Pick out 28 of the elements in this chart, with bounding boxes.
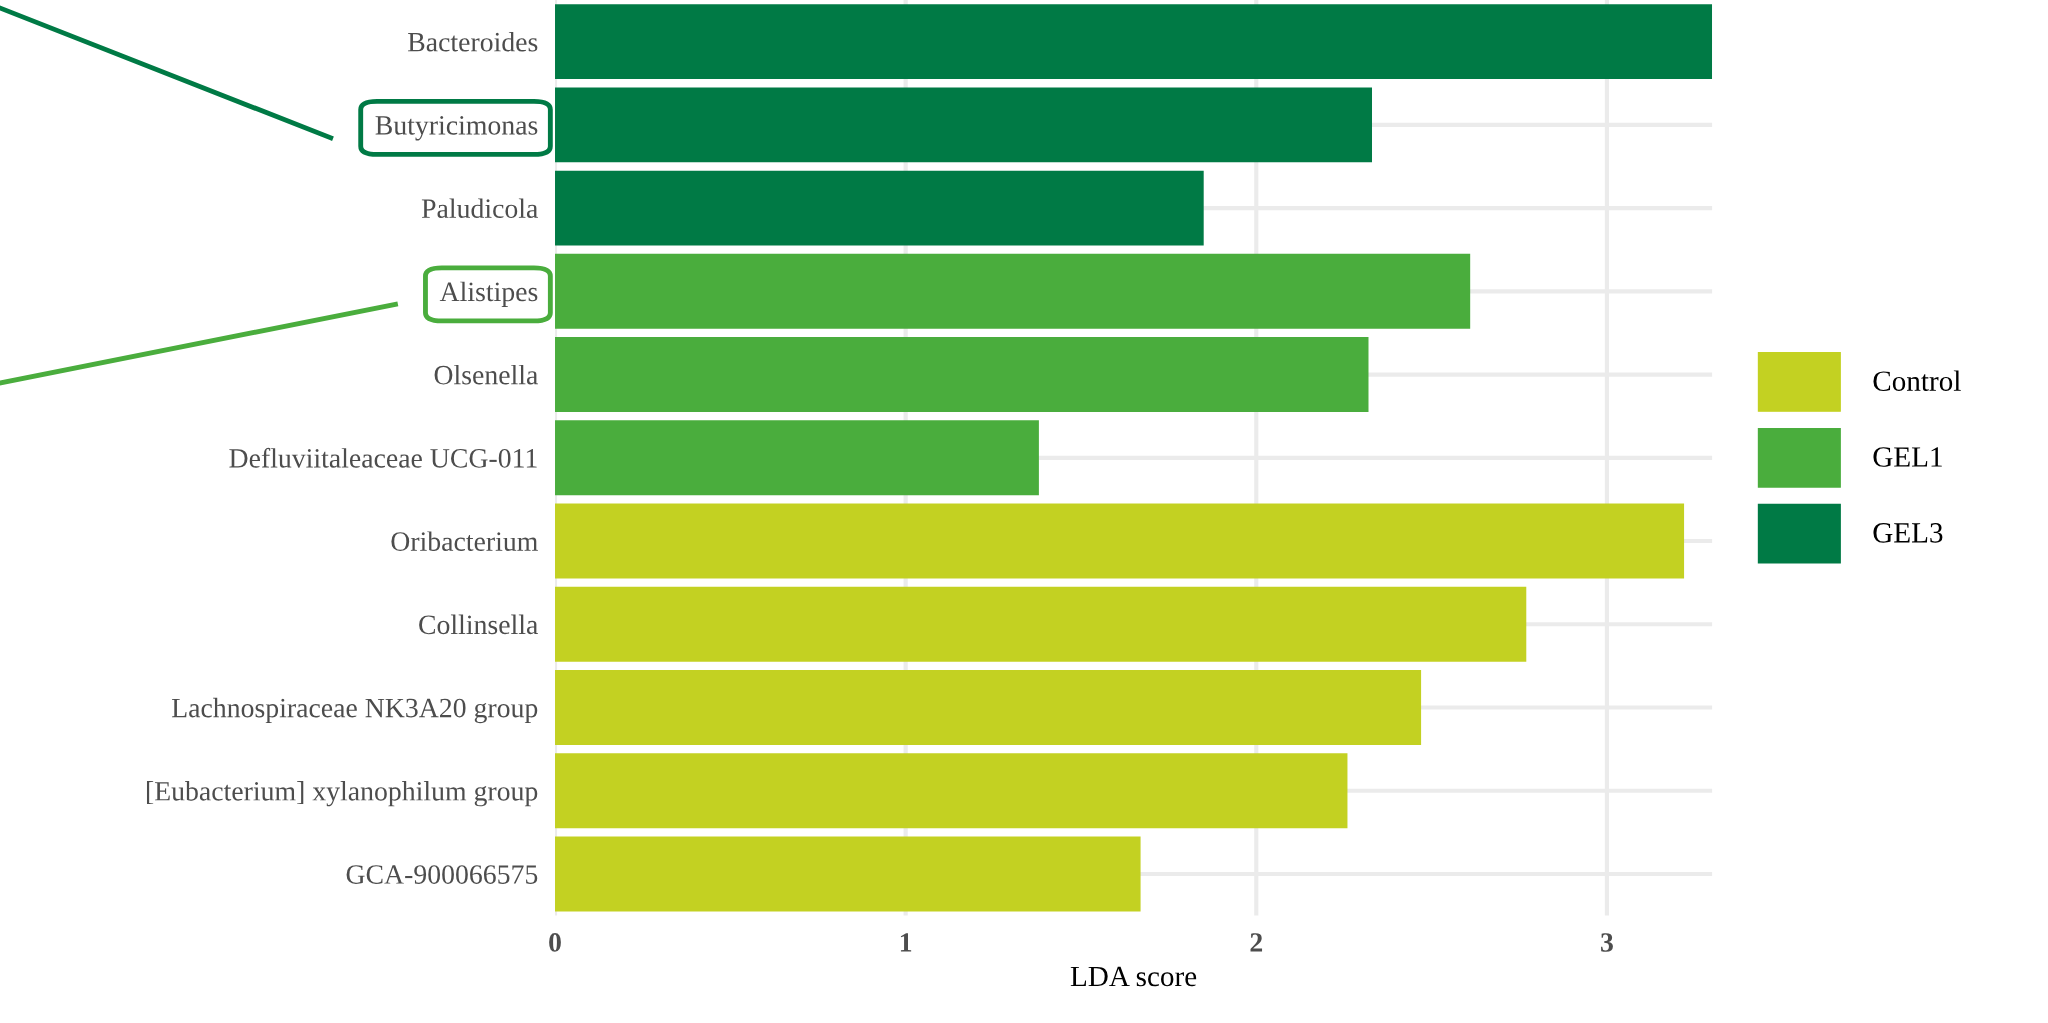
y-tick-label: [Eubacterium] xylanophilum group (146, 781, 538, 807)
bar (555, 503, 1685, 579)
y-tick-label: Bacteroides (408, 31, 538, 52)
x-tick-label: 1 (900, 933, 912, 952)
bar (555, 4, 1713, 80)
legend-label: GEL3 (1873, 523, 1943, 543)
y-tick-label: Alistipes (439, 281, 538, 307)
bar (555, 753, 1348, 829)
x-tick-label: 2 (1250, 933, 1263, 952)
y-tick-label: Collinsella (419, 614, 538, 635)
y-tick-label: Butyricimonas (375, 116, 538, 141)
y-tick-label: Olsenella (434, 364, 538, 385)
bar (555, 420, 1039, 496)
x-tick-label: 3 (1601, 933, 1613, 952)
x-axis-title: LDA score (1070, 966, 1197, 987)
bar (555, 670, 1422, 745)
x-tick-label: 0 (549, 933, 561, 952)
y-tick-label: Lachnospiraceae NK3A20 group (171, 697, 538, 724)
bar (555, 836, 1141, 912)
bar (555, 586, 1527, 662)
y-tick-label: Defluviitaleaceae UCG-011 (229, 447, 537, 468)
legend-label: Control (1873, 370, 1961, 391)
bar (555, 337, 1369, 413)
y-tick-label: GCA-900066575 (346, 865, 538, 884)
y-tick-label: Paludicola (421, 198, 538, 218)
legend-label: GEL1 (1873, 447, 1942, 467)
y-tick-label: Oribacterium (391, 531, 538, 551)
bar (555, 170, 1204, 246)
